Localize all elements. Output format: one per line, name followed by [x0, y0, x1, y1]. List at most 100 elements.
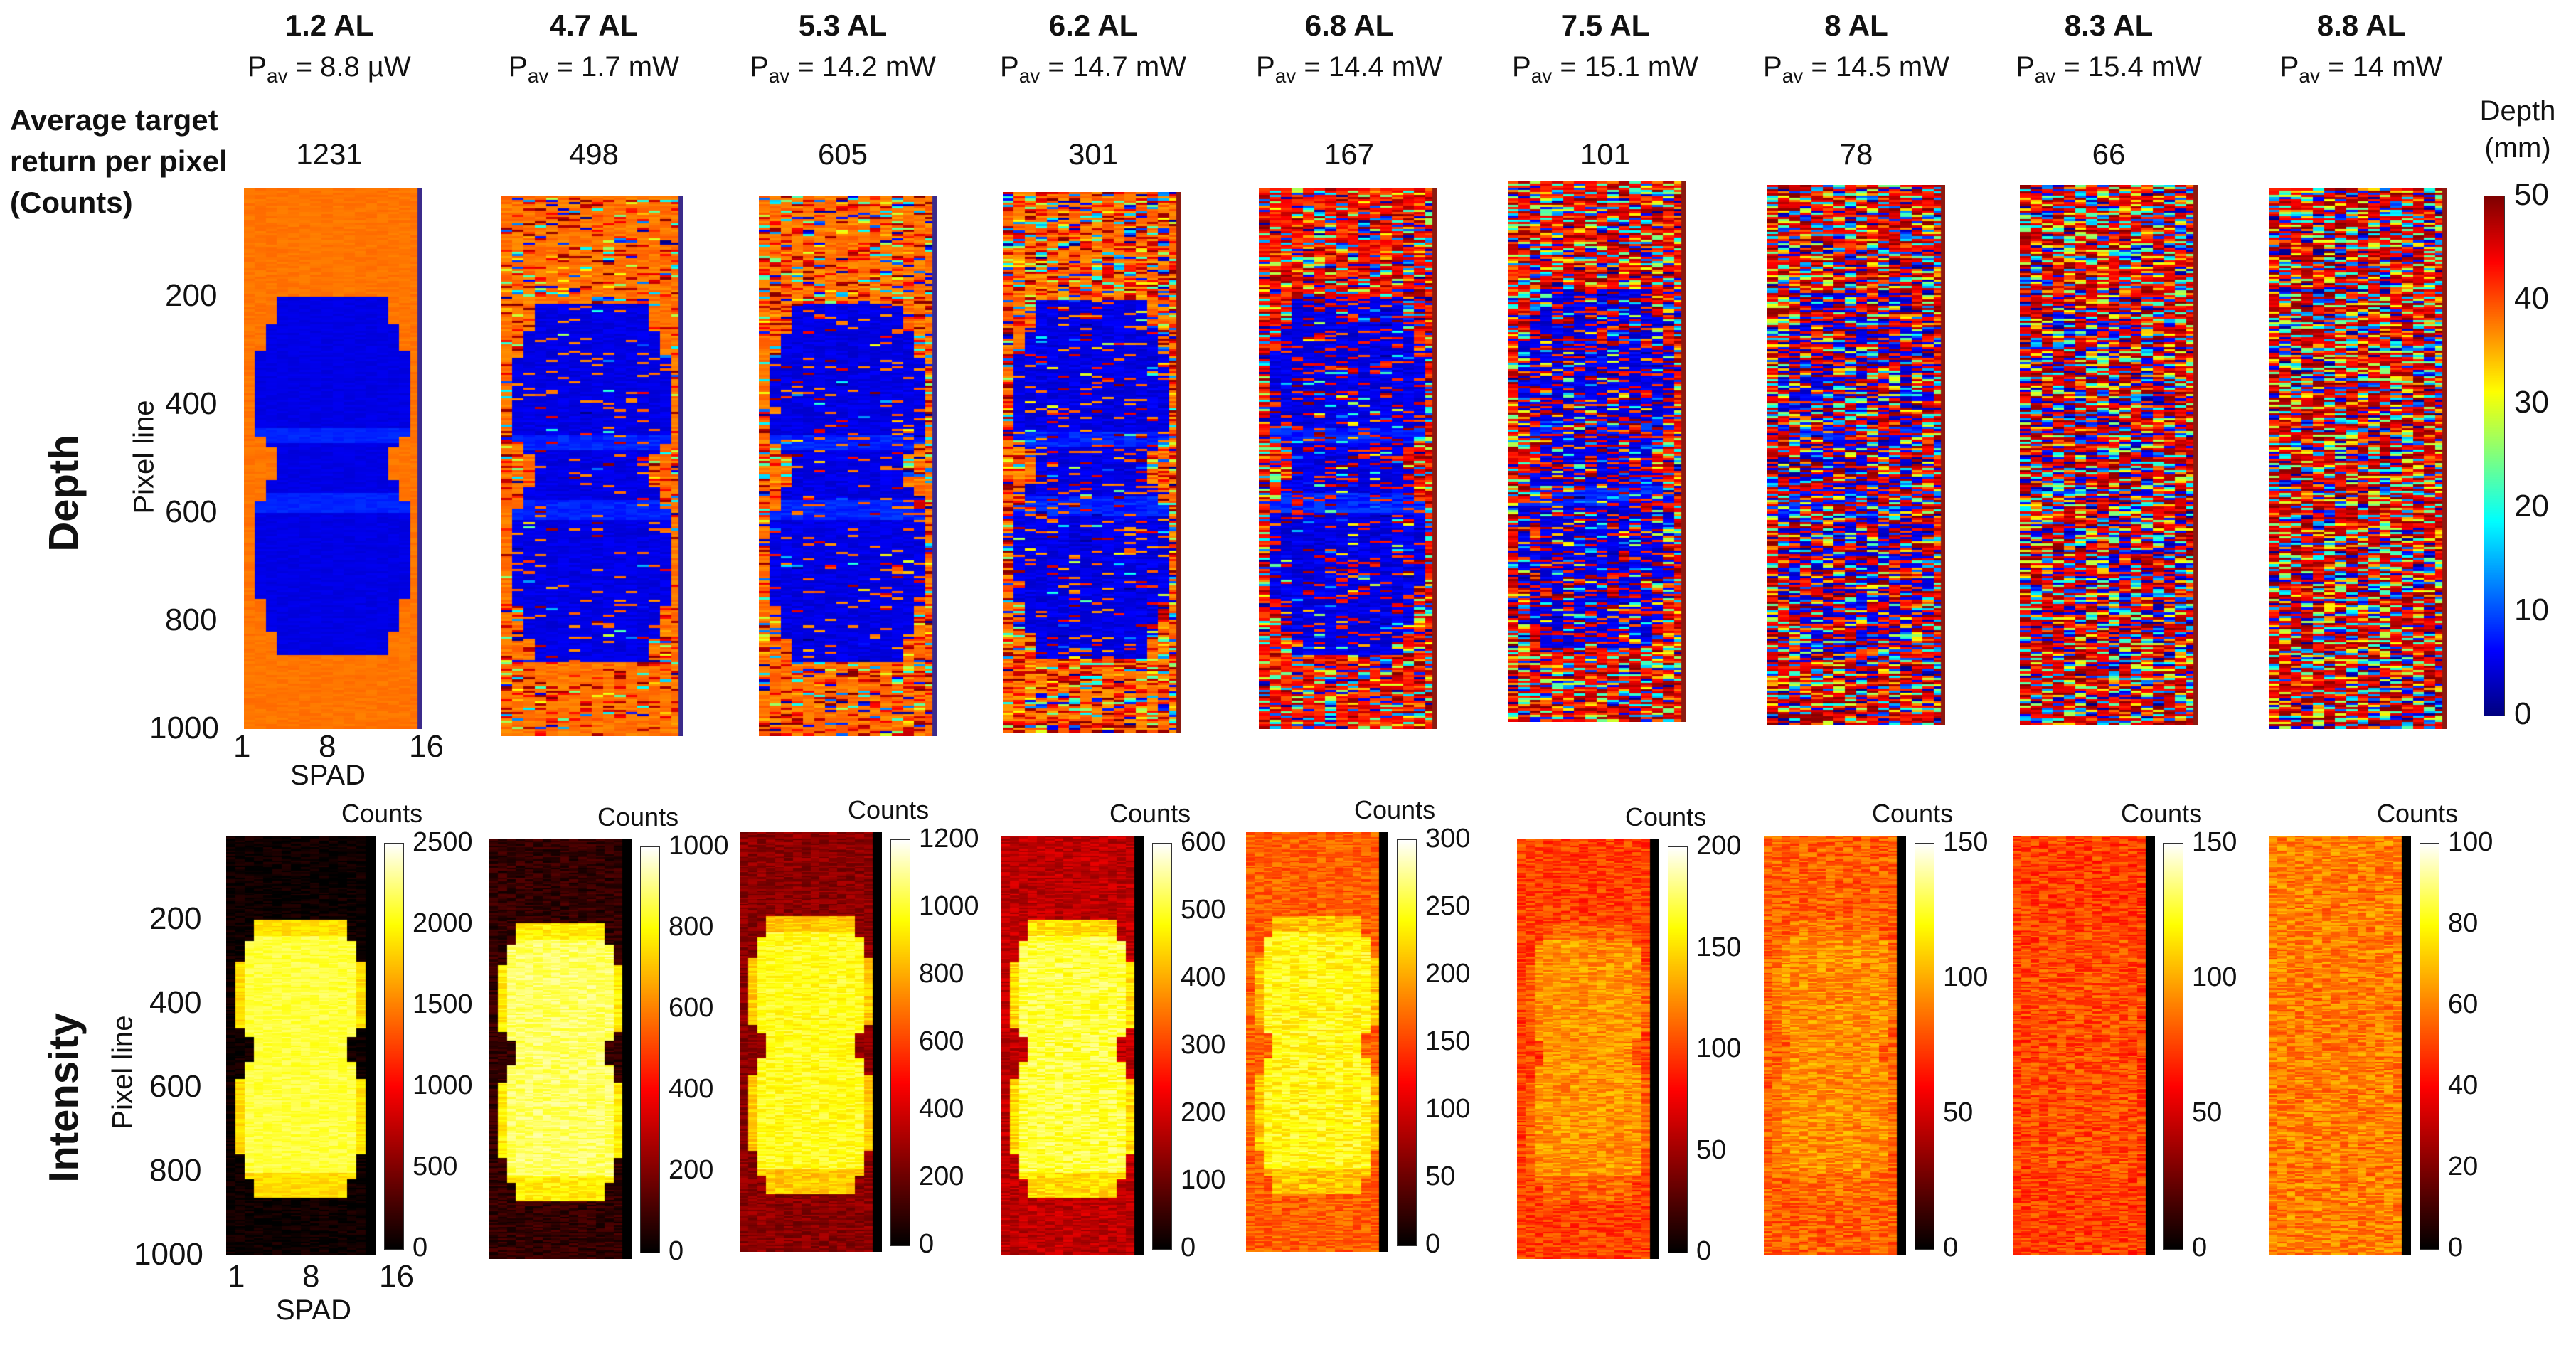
intensity-colorbar-tick: 100 [2192, 962, 2237, 992]
intensity-colorbar-tick: 150 [1425, 1026, 1471, 1056]
intensity-image [1764, 836, 1906, 1255]
intensity-colorbar-tick: 200 [1181, 1097, 1226, 1127]
intensity-colorbar [2420, 843, 2439, 1250]
pav-subscript: av [1018, 65, 1040, 87]
intensity-image [489, 839, 632, 1259]
intensity-colorbar-tick: 400 [919, 1094, 964, 1124]
pav-subscript: av [1274, 65, 1297, 87]
intensity-ytick: 400 [149, 985, 202, 1020]
attenuation-length-title: 6.8 AL [1304, 9, 1394, 42]
intensity-colorbar [1152, 843, 1172, 1250]
depth-colorbar-title-2: (mm) [2484, 132, 2551, 164]
intensity-colorbar-tick: 0 [2448, 1233, 2464, 1262]
pav-subscript: av [768, 65, 790, 87]
attenuation-length-title: 8 AL [1824, 9, 1888, 42]
attenuation-length-title: 1.2 AL [284, 9, 374, 42]
depth-image [1259, 188, 1437, 729]
average-power-label: Pav = 14.2 mW [693, 51, 992, 87]
average-power-label: Pav = 14.4 mW [1200, 51, 1499, 87]
depth-colorbar-tick: 30 [2514, 385, 2549, 420]
intensity-colorbar-tick: 100 [2448, 827, 2493, 857]
intensity-colorbar-tick: 150 [1696, 932, 1742, 962]
average-target-return-value: 66 [2092, 137, 2126, 171]
intensity-colorbar [640, 846, 660, 1253]
intensity-colorbar-tick: 0 [669, 1236, 684, 1266]
intensity-colorbar-tick: 50 [1696, 1134, 1727, 1165]
pav-symbol: P [248, 51, 267, 83]
intensity-colorbar-tick: 100 [1181, 1165, 1226, 1195]
depth-colorbar-tick: 40 [2514, 281, 2549, 316]
average-target-return-value: 1231 [296, 137, 363, 171]
intensity-colorbar-tick: 300 [1425, 824, 1471, 854]
pav-subscript: av [527, 65, 549, 87]
depth-xtick: 8 [319, 729, 336, 764]
intensity-image [2269, 836, 2411, 1255]
depth-xtick: 16 [409, 729, 444, 764]
pav-symbol: P [2279, 51, 2299, 83]
intensity-ylabel: Pixel line [107, 1015, 139, 1129]
pav-symbol: P [509, 51, 528, 83]
pav-value: = 8.8 µW [287, 51, 411, 83]
pav-value: = 15.4 mW [2055, 51, 2202, 83]
intensity-colorbar-tick: 400 [1181, 962, 1226, 992]
average-power-label: Pav = 14.7 mW [944, 51, 1242, 87]
average-power-label: Pav = 14.5 mW [1707, 51, 2006, 87]
intensity-colorbar-tick: 80 [2448, 908, 2479, 938]
average-target-return-value: 301 [1068, 137, 1119, 171]
intensity-image [2013, 836, 2155, 1255]
pav-value: = 14.4 mW [1296, 51, 1442, 83]
intensity-colorbar-tick: 150 [2192, 827, 2237, 857]
pav-subscript: av [267, 65, 288, 87]
intensity-colorbar-tick: 0 [1425, 1229, 1441, 1259]
intensity-colorbar-tick: 0 [413, 1233, 428, 1262]
attenuation-length-title: 6.2 AL [1048, 9, 1138, 42]
average-target-return-value: 78 [1839, 137, 1873, 171]
depth-colorbar-tick: 0 [2514, 696, 2532, 731]
row-label-intensity: Intensity [41, 1013, 87, 1183]
intensity-image [1517, 839, 1659, 1259]
attenuation-length-title: 8.3 AL [2064, 9, 2154, 42]
intensity-colorbar-tick: 0 [1696, 1236, 1712, 1266]
depth-image [759, 196, 937, 736]
intensity-colorbar-tick: 60 [2448, 989, 2479, 1019]
intensity-colorbar-tick: 100 [1696, 1033, 1742, 1063]
pav-subscript: av [2299, 65, 2320, 87]
intensity-colorbar-tick: 200 [669, 1155, 714, 1185]
average-target-return-value: 498 [568, 137, 619, 171]
intensity-colorbar [890, 839, 910, 1246]
average-power-label: Pav = 15.4 mW [1959, 51, 2258, 87]
depth-xlabel: SPAD [290, 760, 366, 791]
depth-ytick: 400 [165, 386, 218, 421]
depth-image [244, 188, 422, 729]
pav-value: = 15.1 mW [1552, 51, 1698, 83]
depth-ytick: 600 [165, 494, 218, 529]
intensity-colorbar-tick: 600 [1181, 827, 1226, 857]
intensity-colorbar-tick: 200 [1696, 831, 1742, 861]
average-target-return-value: 605 [817, 137, 868, 171]
depth-ytick: 200 [165, 278, 218, 313]
intensity-colorbar [1397, 839, 1417, 1246]
intensity-colorbar-tick: 0 [2192, 1233, 2208, 1262]
intensity-xtick: 8 [302, 1259, 320, 1294]
intensity-colorbar-tick: 800 [919, 959, 964, 989]
pav-value: = 14.5 mW [1803, 51, 1949, 83]
pav-symbol: P [2016, 51, 2035, 83]
attenuation-length-title: 7.5 AL [1560, 9, 1650, 42]
depth-ytick: 1000 [149, 711, 219, 745]
attenuation-length-title: 5.3 AL [798, 9, 888, 42]
intensity-colorbar-title: Counts [2377, 799, 2459, 828]
intensity-colorbar-title: Counts [2121, 799, 2203, 828]
depth-image [2020, 185, 2198, 725]
depth-colorbar [2484, 196, 2505, 716]
depth-colorbar-tick: 10 [2514, 592, 2549, 627]
pav-subscript: av [2034, 65, 2056, 87]
pav-subscript: av [1531, 65, 1553, 87]
intensity-colorbar-tick: 600 [919, 1026, 964, 1056]
average-power-label: Pav = 1.7 mW [445, 51, 743, 87]
intensity-colorbar-title: Counts [597, 802, 679, 831]
intensity-colorbar [1915, 843, 1934, 1250]
intensity-xtick: 16 [379, 1259, 414, 1294]
row-label-depth: Depth [41, 435, 87, 552]
intensity-colorbar-tick: 200 [1425, 959, 1471, 989]
header-label: Average target return per pixel (Counts) [10, 100, 228, 223]
